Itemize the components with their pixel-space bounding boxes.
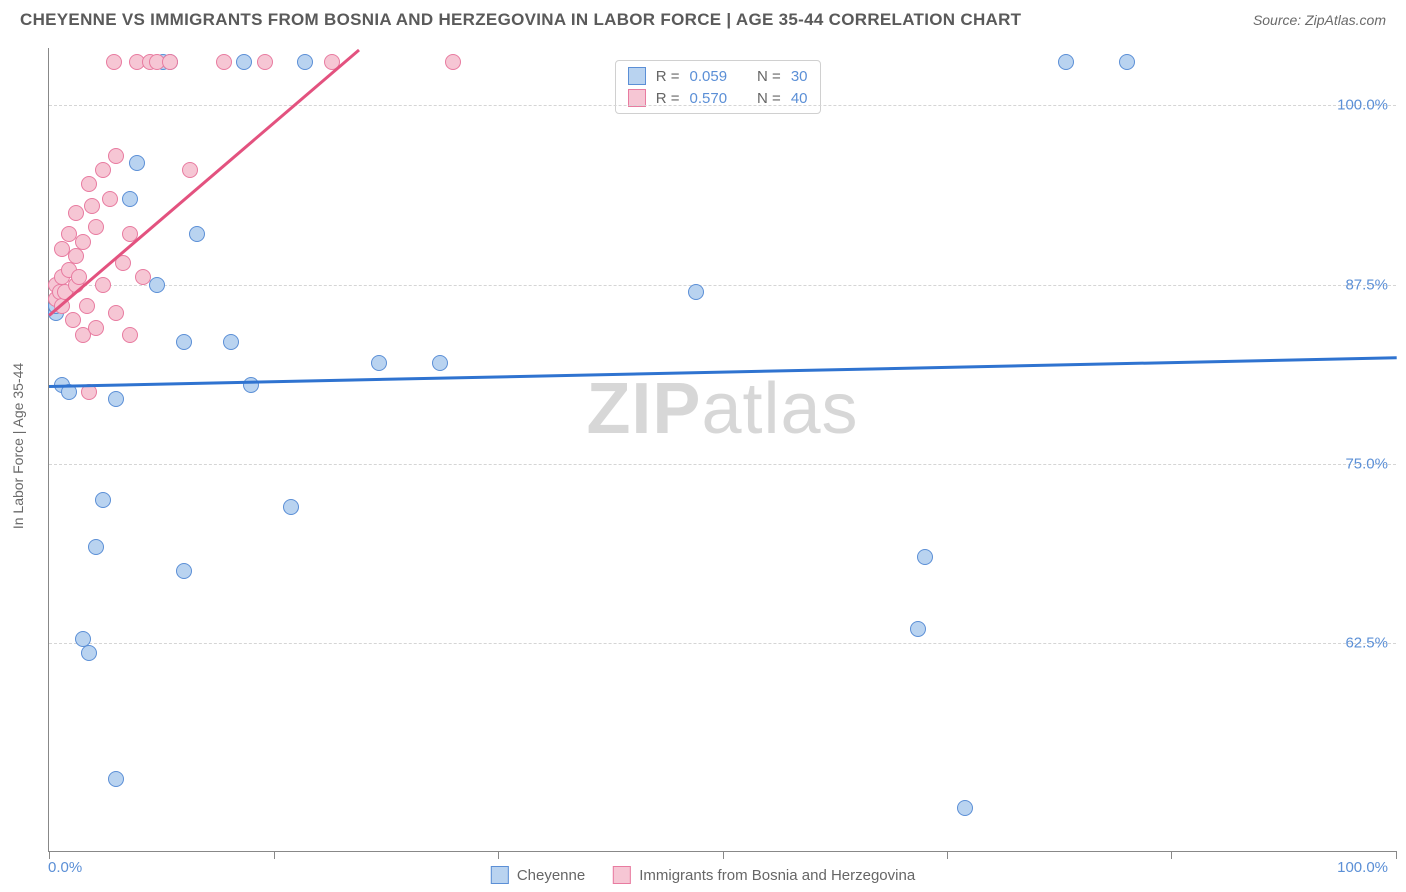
data-point (149, 277, 165, 293)
legend-bottom: Cheyenne Immigrants from Bosnia and Herz… (491, 866, 915, 884)
n-value-0: 30 (791, 68, 808, 85)
x-tick (498, 851, 499, 859)
data-point (106, 54, 122, 70)
source-label: Source: ZipAtlas.com (1253, 12, 1386, 28)
data-point (135, 269, 151, 285)
swatch-bottom-bosnia (613, 866, 631, 884)
n-value-1: 40 (791, 90, 808, 107)
legend-row-cheyenne: R = 0.059 N = 30 (628, 65, 808, 87)
swatch-cheyenne (628, 67, 646, 85)
y-tick-label: 87.5% (1345, 276, 1388, 293)
data-point (108, 305, 124, 321)
y-tick-label: 75.0% (1345, 455, 1388, 472)
data-point (445, 54, 461, 70)
data-point (688, 284, 704, 300)
data-point (910, 621, 926, 637)
data-point (371, 355, 387, 371)
data-point (957, 800, 973, 816)
swatch-bosnia (628, 89, 646, 107)
legend-label-cheyenne: Cheyenne (517, 867, 585, 884)
data-point (81, 645, 97, 661)
x-tick (947, 851, 948, 859)
legend-item-bosnia: Immigrants from Bosnia and Herzegovina (613, 866, 915, 884)
data-point (88, 219, 104, 235)
x-tick (723, 851, 724, 859)
data-point (223, 334, 239, 350)
data-point (917, 549, 933, 565)
data-point (297, 54, 313, 70)
data-point (108, 391, 124, 407)
y-tick-label: 62.5% (1345, 635, 1388, 652)
n-label-1: N = (757, 90, 781, 107)
x-tick (1396, 851, 1397, 859)
data-point (95, 277, 111, 293)
grid-line-h (49, 105, 1396, 106)
data-point (283, 499, 299, 515)
chart-title: CHEYENNE VS IMMIGRANTS FROM BOSNIA AND H… (20, 10, 1021, 30)
chart-area: ZIPatlas R = 0.059 N = 30 R = 0.570 N = … (48, 48, 1396, 852)
data-point (122, 191, 138, 207)
data-point (1058, 54, 1074, 70)
data-point (176, 334, 192, 350)
data-point (108, 148, 124, 164)
legend-label-bosnia: Immigrants from Bosnia and Herzegovina (639, 867, 915, 884)
x-tick (49, 851, 50, 859)
grid-line-h (49, 643, 1396, 644)
plot-area: ZIPatlas R = 0.059 N = 30 R = 0.570 N = … (48, 48, 1396, 852)
grid-line-h (49, 464, 1396, 465)
data-point (257, 54, 273, 70)
data-point (236, 54, 252, 70)
x-tick (274, 851, 275, 859)
data-point (75, 234, 91, 250)
data-point (129, 155, 145, 171)
data-point (65, 312, 81, 328)
data-point (108, 771, 124, 787)
data-point (102, 191, 118, 207)
data-point (68, 205, 84, 221)
y-axis-title: In Labor Force | Age 35-44 (10, 363, 26, 529)
x-axis-min-label: 0.0% (48, 859, 82, 876)
x-tick (1171, 851, 1172, 859)
y-tick-label: 100.0% (1337, 97, 1388, 114)
data-point (95, 492, 111, 508)
data-point (68, 248, 84, 264)
data-point (84, 198, 100, 214)
data-point (88, 320, 104, 336)
swatch-bottom-cheyenne (491, 866, 509, 884)
data-point (1119, 54, 1135, 70)
r-label-0: R = (656, 68, 680, 85)
r-value-1: 0.570 (690, 90, 728, 107)
data-point (432, 355, 448, 371)
r-label-1: R = (656, 90, 680, 107)
data-point (88, 539, 104, 555)
data-point (243, 377, 259, 393)
data-point (81, 176, 97, 192)
data-point (189, 226, 205, 242)
x-axis-max-label: 100.0% (1337, 859, 1388, 876)
grid-line-h (49, 285, 1396, 286)
data-point (216, 54, 232, 70)
data-point (182, 162, 198, 178)
watermark: ZIPatlas (586, 368, 858, 450)
data-point (79, 298, 95, 314)
n-label-0: N = (757, 68, 781, 85)
r-value-0: 0.059 (690, 68, 728, 85)
data-point (176, 563, 192, 579)
watermark-zip: ZIP (586, 369, 701, 449)
watermark-atlas: atlas (701, 369, 858, 449)
data-point (162, 54, 178, 70)
legend-item-cheyenne: Cheyenne (491, 866, 585, 884)
data-point (95, 162, 111, 178)
data-point (122, 327, 138, 343)
